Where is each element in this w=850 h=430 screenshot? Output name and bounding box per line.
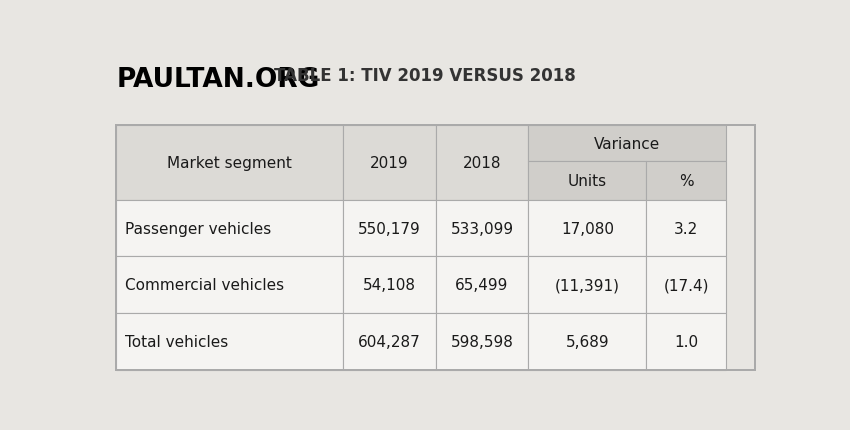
- Bar: [647, 257, 727, 313]
- Bar: [116, 200, 343, 257]
- Bar: [343, 200, 435, 257]
- Text: 3.2: 3.2: [674, 221, 699, 236]
- Bar: [116, 257, 343, 313]
- Text: (11,391): (11,391): [555, 277, 620, 292]
- Bar: [529, 162, 647, 200]
- Text: 2018: 2018: [462, 156, 502, 171]
- Bar: [529, 313, 647, 370]
- Text: 550,179: 550,179: [358, 221, 421, 236]
- Bar: [435, 200, 529, 257]
- Bar: [647, 313, 727, 370]
- Text: (17.4): (17.4): [664, 277, 709, 292]
- Bar: [529, 257, 647, 313]
- Text: 2019: 2019: [370, 156, 409, 171]
- Text: Passenger vehicles: Passenger vehicles: [125, 221, 271, 236]
- Text: Market segment: Market segment: [167, 156, 292, 171]
- Text: 65,499: 65,499: [456, 277, 508, 292]
- Bar: [116, 126, 755, 370]
- Bar: [435, 126, 529, 200]
- Text: Units: Units: [568, 174, 607, 188]
- Bar: [343, 257, 435, 313]
- Bar: [529, 126, 727, 162]
- Text: 598,598: 598,598: [450, 334, 513, 349]
- Text: Variance: Variance: [594, 136, 660, 151]
- Text: 1.0: 1.0: [674, 334, 699, 349]
- Bar: [435, 257, 529, 313]
- Text: PAULTAN.ORG: PAULTAN.ORG: [116, 67, 320, 92]
- Text: %: %: [679, 174, 694, 188]
- Text: Total vehicles: Total vehicles: [125, 334, 228, 349]
- Text: 54,108: 54,108: [363, 277, 416, 292]
- Text: 533,099: 533,099: [450, 221, 513, 236]
- Bar: [529, 200, 647, 257]
- Bar: [116, 126, 343, 200]
- Bar: [116, 313, 343, 370]
- Text: Commercial vehicles: Commercial vehicles: [125, 277, 284, 292]
- Bar: [343, 126, 435, 200]
- Bar: [647, 162, 727, 200]
- Bar: [435, 313, 529, 370]
- Bar: [343, 313, 435, 370]
- Bar: [647, 200, 727, 257]
- Text: 5,689: 5,689: [565, 334, 609, 349]
- Text: 17,080: 17,080: [561, 221, 614, 236]
- Text: TABLE 1: TIV 2019 VERSUS 2018: TABLE 1: TIV 2019 VERSUS 2018: [275, 67, 576, 84]
- Text: 604,287: 604,287: [358, 334, 421, 349]
